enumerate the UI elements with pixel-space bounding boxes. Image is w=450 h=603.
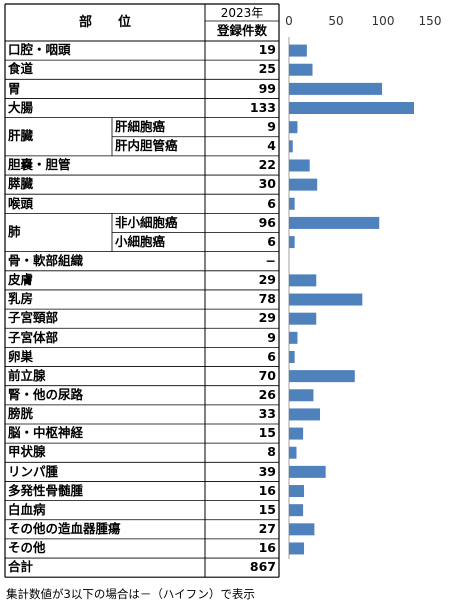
row-label: その他の造血器腫瘍 xyxy=(8,521,121,537)
bar xyxy=(289,370,355,383)
row-value: 8 xyxy=(267,444,276,460)
bar xyxy=(289,350,295,363)
footnote: 集計数値が3以下の場合は－（ハイフン）で表示 xyxy=(6,587,255,601)
row-label: 乳房 xyxy=(8,291,34,307)
row-value: 4 xyxy=(267,138,276,154)
row-value: 9 xyxy=(267,329,276,345)
row-value: 78 xyxy=(258,291,276,307)
row-label: 大腸 xyxy=(8,99,34,115)
bar xyxy=(289,236,295,249)
x-tick-label: 50 xyxy=(328,14,343,28)
row-value: 6 xyxy=(267,195,276,211)
row-label: 皮膚 xyxy=(8,272,34,288)
row-value: 33 xyxy=(258,406,276,422)
bar xyxy=(289,312,317,325)
bar xyxy=(289,44,307,57)
row-value: 6 xyxy=(267,348,276,364)
row-label: 卵巣 xyxy=(8,348,34,364)
row-label: 多発性骨髄腫 xyxy=(8,482,84,498)
row-value: 133 xyxy=(249,99,276,115)
row-sublabel: 肝内胆管癌 xyxy=(115,138,178,154)
bar xyxy=(289,159,310,172)
bar xyxy=(289,121,298,134)
row-value: 27 xyxy=(258,521,276,537)
total-label: 合計 xyxy=(8,559,34,575)
bar xyxy=(289,427,304,440)
header-count: 登録件数 xyxy=(216,22,267,38)
row-label: 骨・軟部組織 xyxy=(8,252,84,268)
row-label: 膀胱 xyxy=(8,406,34,422)
bar xyxy=(289,140,293,153)
row-label: 胃 xyxy=(8,80,21,96)
row-sublabel: 肝細胞癌 xyxy=(115,118,166,134)
row-label: 脳・中枢神経 xyxy=(8,425,84,441)
x-tick-label: 100 xyxy=(372,14,395,28)
row-label: その他 xyxy=(8,540,46,556)
row-label: 食道 xyxy=(8,61,34,77)
row-label: リンパ腫 xyxy=(8,463,59,479)
row-value: 16 xyxy=(258,482,276,498)
bar xyxy=(289,485,305,498)
row-label: 白血病 xyxy=(8,501,46,517)
row-value: 70 xyxy=(258,367,276,383)
row-sublabel: 非小細胞癌 xyxy=(115,214,178,230)
row-value: 15 xyxy=(258,501,276,517)
row-value: 22 xyxy=(258,157,276,173)
row-label: 肝臓 xyxy=(8,128,34,144)
bar xyxy=(289,293,363,306)
row-value: − xyxy=(265,252,276,268)
row-value: 9 xyxy=(267,118,276,134)
bar xyxy=(289,82,383,95)
row-value: 15 xyxy=(258,425,276,441)
row-value: 16 xyxy=(258,540,276,556)
row-value: 26 xyxy=(258,387,276,402)
row-label: 口腔・咽頭 xyxy=(8,42,71,58)
row-value: 96 xyxy=(258,214,276,230)
row-label: 甲状腺 xyxy=(8,444,46,460)
bar xyxy=(289,63,313,76)
header-year: 2023年 xyxy=(220,5,264,20)
row-value: 29 xyxy=(258,272,276,288)
total-value: 867 xyxy=(249,559,276,575)
row-value: 99 xyxy=(258,80,276,96)
row-value: 19 xyxy=(258,42,276,58)
bar xyxy=(289,331,298,344)
bar xyxy=(289,102,415,115)
row-value: 25 xyxy=(258,61,276,77)
row-label: 膵臓 xyxy=(8,176,34,192)
bar xyxy=(289,465,326,478)
row-label: 喉頭 xyxy=(8,195,34,211)
x-tick-label: 0 xyxy=(285,14,293,28)
row-value: 39 xyxy=(258,463,276,479)
bar xyxy=(289,197,295,210)
row-value: 29 xyxy=(258,310,276,326)
bar xyxy=(289,178,318,191)
row-label: 腎・他の尿路 xyxy=(8,387,84,402)
row-label: 前立腺 xyxy=(8,367,46,383)
bar xyxy=(289,389,314,402)
row-value: 6 xyxy=(267,233,276,249)
row-sublabel: 小細胞癌 xyxy=(115,233,166,249)
bar xyxy=(289,523,315,536)
x-tick-label: 150 xyxy=(419,14,442,28)
row-label: 子宮頸部 xyxy=(8,310,59,326)
bar xyxy=(289,408,321,421)
row-value: 30 xyxy=(258,176,276,192)
bar xyxy=(289,446,297,459)
header-part: 部 位 xyxy=(78,15,131,30)
bar xyxy=(289,504,304,517)
row-label: 子宮体部 xyxy=(8,329,59,345)
bar xyxy=(289,542,305,555)
bar xyxy=(289,216,380,229)
bar xyxy=(289,274,317,287)
row-label: 胆嚢・胆管 xyxy=(8,157,71,173)
row-label: 肺 xyxy=(8,224,21,240)
